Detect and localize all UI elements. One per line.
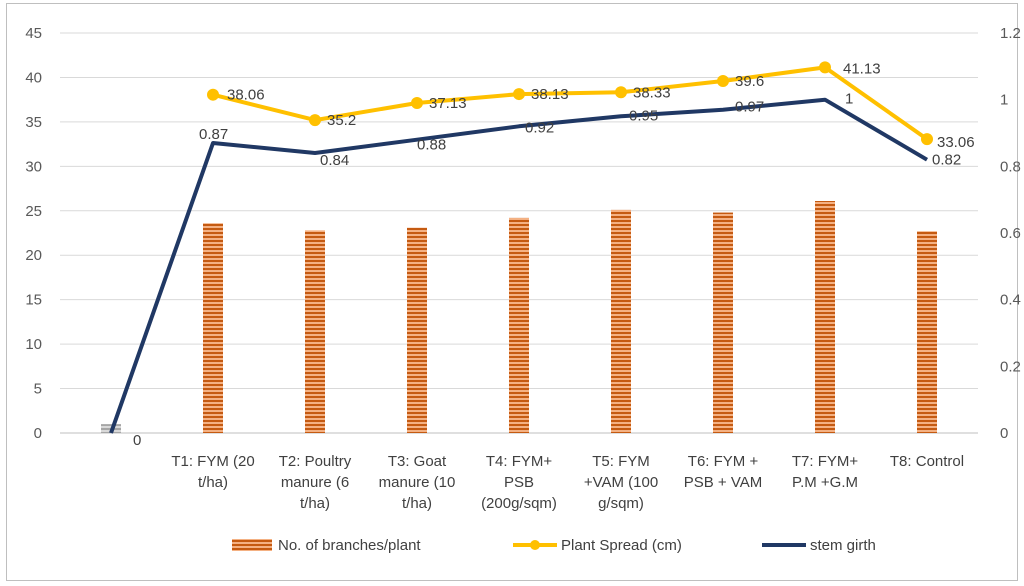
data-label: 0.88 — [417, 137, 446, 154]
left-tick-label: 0 — [34, 425, 42, 442]
bar-series — [101, 201, 937, 433]
data-label: 0 — [133, 432, 141, 449]
right-tick-label: 1 — [1000, 92, 1008, 109]
data-label: 0.87 — [199, 126, 228, 143]
left-tick-label: 45 — [25, 25, 42, 42]
data-label: 37.13 — [429, 95, 467, 112]
right-tick-label: 0.8 — [1000, 158, 1021, 175]
legend-label: stem girth — [810, 537, 876, 554]
data-point — [921, 133, 933, 146]
category-label: T6: FYM + — [688, 453, 759, 470]
data-point — [819, 61, 831, 74]
category-label: P.M +G.M — [792, 474, 858, 491]
series-line — [212, 65, 929, 141]
legend: No. of branches/plant Plant Spread (cm) st… — [232, 537, 876, 554]
data-label: 38.13 — [531, 86, 569, 103]
data-label: 0.92 — [525, 119, 554, 136]
left-tick-label: 5 — [34, 381, 42, 398]
category-label: manure (6 — [281, 474, 349, 491]
category-label: manure (10 — [379, 474, 456, 491]
line-series: 38.06 35.2 37.13 38.13 38.33 39.6 41.13 33.06 0 0… — [109, 60, 975, 449]
category-label: t/ha) — [300, 495, 330, 512]
category-label: (200g/sqm) — [481, 495, 557, 512]
right-tick-label: 0 — [1000, 425, 1008, 442]
left-tick-label: 15 — [25, 292, 42, 309]
left-tick-label: 30 — [25, 158, 42, 175]
data-label: 33.06 — [937, 134, 975, 151]
data-label: 39.6 — [735, 73, 764, 90]
data-label: 0.84 — [320, 152, 349, 169]
category-label: t/ha) — [402, 495, 432, 512]
bar — [203, 223, 223, 433]
bar — [407, 227, 427, 433]
data-label: 1 — [845, 91, 853, 108]
bar — [305, 230, 325, 433]
data-label: 0.95 — [629, 107, 658, 124]
category-label: PSB + VAM — [684, 474, 763, 491]
right-axis-ticks: 0 0.2 0.4 0.6 0.8 1 1.2 — [1000, 25, 1021, 442]
legend-label: No. of branches/plant — [278, 537, 421, 554]
data-label: 0.97 — [735, 99, 764, 116]
left-tick-label: 10 — [25, 336, 42, 353]
data-point — [717, 75, 729, 87]
category-label: T7: FYM+ — [792, 453, 859, 470]
bar — [815, 201, 835, 433]
data-label: 38.33 — [633, 84, 671, 101]
series-line — [109, 97, 929, 434]
legend-marker — [530, 540, 540, 550]
category-label: T1: FYM (20 — [171, 453, 254, 470]
data-point — [309, 114, 321, 127]
category-labels: T1: FYM (20 t/ha) T2: Poultry manure (6 t/ha… — [171, 453, 964, 512]
data-point — [615, 86, 627, 99]
category-label: T4: FYM+ — [486, 453, 553, 470]
bar — [509, 217, 529, 433]
data-point — [411, 96, 423, 109]
left-tick-label: 25 — [25, 203, 42, 220]
right-tick-label: 0.4 — [1000, 292, 1021, 309]
category-label: +VAM (100 — [584, 474, 658, 491]
bar — [611, 209, 631, 433]
data-point — [207, 88, 219, 101]
category-label: T3: Goat — [388, 453, 447, 470]
category-label: t/ha) — [198, 474, 228, 491]
data-point — [513, 88, 525, 101]
bar — [713, 212, 733, 433]
category-label: PSB — [504, 474, 534, 491]
category-label: g/sqm) — [598, 495, 644, 512]
left-axis-ticks: 0 5 10 15 20 25 30 35 40 45 — [25, 25, 42, 442]
bar — [917, 231, 937, 433]
right-tick-label: 0.2 — [1000, 358, 1021, 375]
left-tick-label: 40 — [25, 69, 42, 86]
legend-label: Plant Spread (cm) — [561, 537, 682, 554]
left-tick-label: 35 — [25, 114, 42, 131]
legend-swatch — [232, 539, 272, 551]
data-label: 0.82 — [932, 152, 961, 169]
category-label: T8: Control — [890, 453, 964, 470]
data-label: 38.06 — [227, 87, 265, 104]
right-tick-label: 1.2 — [1000, 25, 1021, 42]
right-tick-label: 0.6 — [1000, 225, 1021, 242]
data-label: 41.13 — [843, 60, 881, 77]
left-tick-label: 20 — [25, 247, 42, 264]
category-label: T2: Poultry — [279, 453, 352, 470]
category-label: T5: FYM — [592, 453, 650, 470]
data-label: 35.2 — [327, 112, 356, 129]
